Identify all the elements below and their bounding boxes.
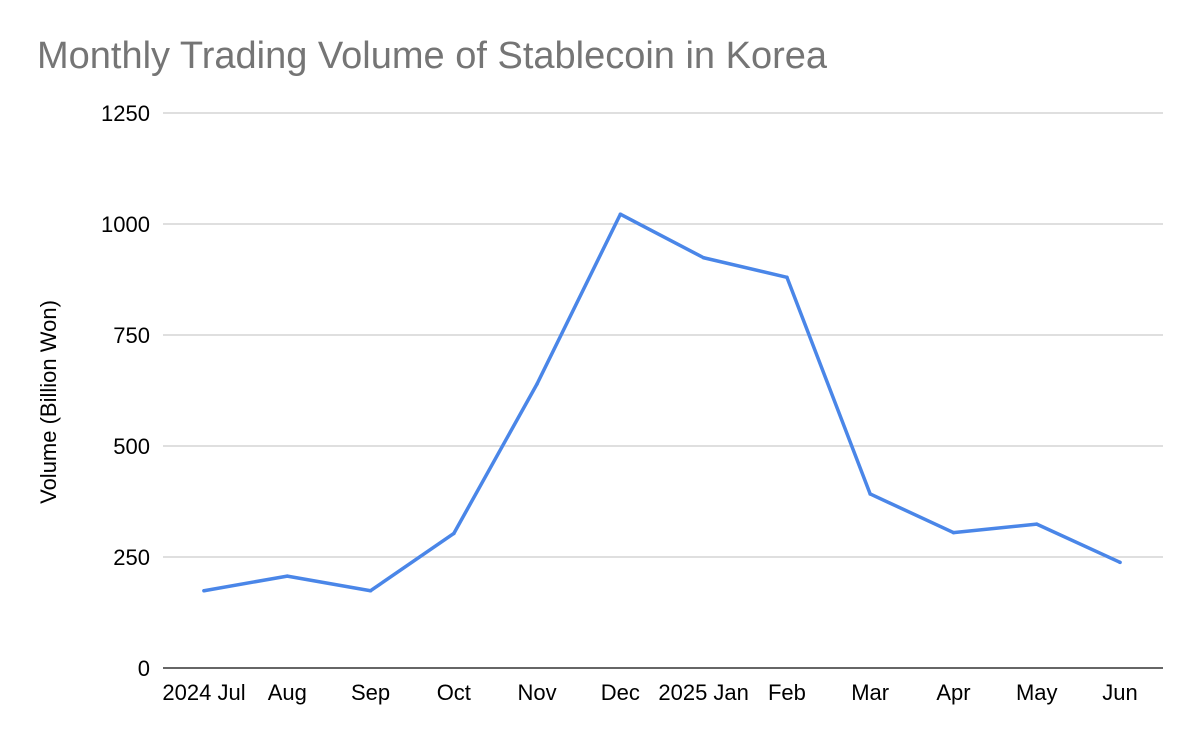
y-tick-label: 250: [113, 545, 150, 570]
data-point: [452, 531, 456, 536]
y-tick-label: 1250: [101, 101, 150, 126]
x-tick-label: Feb: [768, 680, 806, 705]
y-tick-label: 750: [113, 323, 150, 348]
x-tick-label: Apr: [936, 680, 970, 705]
data-point: [368, 588, 373, 593]
x-tick-label: Sep: [351, 680, 390, 705]
data-point: [951, 530, 956, 535]
series-layer: [202, 212, 1122, 593]
x-tick-label: Mar: [851, 680, 889, 705]
gridlines: [163, 112, 1163, 558]
series-line: [202, 212, 1122, 593]
x-tick-label: Nov: [518, 680, 557, 705]
y-tick-label: 1000: [101, 212, 150, 237]
x-tick-label: Oct: [437, 680, 471, 705]
x-tick-label: 2025 Jan: [658, 680, 749, 705]
x-tick-label: 2024 Jul: [162, 680, 245, 705]
data-point: [785, 275, 789, 280]
data-point: [1034, 522, 1039, 526]
x-tick-label: Dec: [601, 680, 640, 705]
x-tick-label: Aug: [268, 680, 307, 705]
data-point: [202, 588, 206, 593]
y-tick-label: 500: [113, 434, 150, 459]
y-tick-labels: 0 250 500 750 1000 1250: [101, 101, 150, 681]
y-tick-label: 0: [138, 656, 150, 681]
x-tick-label: May: [1016, 680, 1058, 705]
y-axis-label: Volume (Billion Won): [36, 300, 61, 504]
data-point: [535, 382, 539, 386]
x-tick-label: Jun: [1102, 680, 1137, 705]
data-point: [868, 492, 872, 496]
data-point: [1118, 560, 1122, 565]
data-point: [701, 255, 706, 260]
data-point: [618, 212, 623, 216]
x-tick-labels: 2024 Jul Aug Sep Oct Nov Dec 2025 Jan Feb Mar Apr…: [162, 680, 1137, 705]
chart-title: Monthly Trading Volume of Stablecoin in …: [37, 35, 828, 77]
data-point: [285, 574, 290, 578]
